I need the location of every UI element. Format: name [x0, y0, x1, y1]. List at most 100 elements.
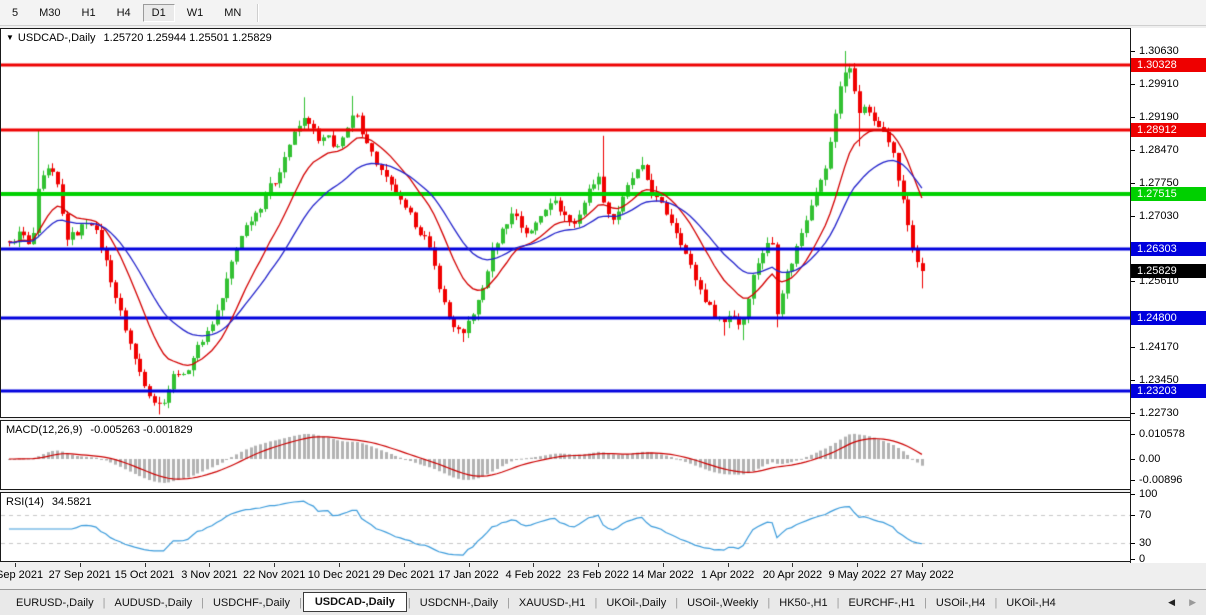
- toolbar-separator: [257, 3, 260, 22]
- timeframe-button-m30[interactable]: M30: [39, 6, 61, 19]
- tab-audusd-daily[interactable]: AUDUSD-,Daily: [114, 596, 193, 609]
- rsi-label: RSI(14) 34.5821: [6, 496, 92, 508]
- date-tick-mark: [533, 563, 535, 567]
- date-tick-label: 17 Jan 2022: [438, 569, 499, 581]
- tab-separator: |: [994, 596, 998, 609]
- tab-xauusd-h1[interactable]: XAUUSD-,H1: [518, 596, 586, 609]
- price-tick-mark: [1131, 281, 1135, 283]
- date-tick-mark: [922, 563, 923, 567]
- rsi-tick-mark: [1131, 543, 1135, 544]
- tab-separator: |: [201, 596, 204, 609]
- date-tick-label: 29 Dec 2021: [372, 569, 435, 581]
- date-tick-mark: [727, 563, 729, 567]
- macd-tick-mark: [1131, 480, 1135, 482]
- main-chart-panel[interactable]: ▼ USDCAD-,Daily 1.25720 1.25944 1.25501 1.…: [0, 28, 1131, 418]
- rsi-tick-label: 100: [1139, 488, 1158, 500]
- tab-separator: |: [675, 596, 679, 609]
- price-tick-mark: [1131, 182, 1135, 184]
- date-tick-mark: [274, 563, 276, 567]
- rsi-value: 34.5821: [51, 496, 92, 508]
- tab-usdcad-daily[interactable]: USDCAD-,Daily: [302, 591, 407, 612]
- timeframe-button-d1[interactable]: D1: [142, 3, 175, 22]
- tab-usdchf-daily[interactable]: USDCHF-,Daily: [212, 596, 290, 609]
- date-tick-mark: [79, 563, 81, 567]
- timeframe-button-mn[interactable]: MN: [224, 6, 242, 19]
- date-tick-mark: [403, 563, 405, 567]
- tab-separator: |: [102, 596, 106, 609]
- macd-indicator-panel[interactable]: MACD(12,26,9) -0.005263 -0.001829: [0, 420, 1131, 490]
- macd-name: MACD(12,26,9): [6, 424, 83, 436]
- price-tick-mark: [1131, 215, 1135, 217]
- rsi-tick-mark: [1131, 494, 1135, 495]
- level-price-marker: 1.24800: [1131, 311, 1206, 326]
- tab-hk50-h1[interactable]: HK50-,H1: [779, 596, 828, 609]
- date-tick-label: 27 Sep 2021: [48, 569, 111, 581]
- tab-scroll-right-icon[interactable]: ▶: [1189, 597, 1196, 607]
- tab-separator: |: [594, 596, 598, 609]
- date-tick-mark: [338, 563, 340, 567]
- date-tick-label: 15 Oct 2021: [114, 569, 175, 581]
- price-tick-mark: [1131, 413, 1135, 415]
- rsi-chart-canvas[interactable]: [1, 493, 1130, 561]
- date-tick-mark: [662, 563, 664, 567]
- date-tick-mark: [857, 563, 859, 567]
- tab-separator: |: [407, 596, 411, 609]
- price-tick-label: 1.25610: [1139, 275, 1179, 288]
- price-tick-label: 1.24170: [1139, 341, 1179, 354]
- timeframe-button-h1[interactable]: H1: [81, 6, 96, 19]
- level-price-marker: 1.23203: [1131, 384, 1206, 399]
- date-tick-label: 27 May 2022: [890, 569, 954, 581]
- price-tick-mark: [1131, 116, 1135, 118]
- rsi-name: RSI(14): [6, 496, 44, 508]
- level-price-marker: 1.30328: [1131, 57, 1206, 72]
- price-tick-label: 1.29910: [1139, 77, 1179, 90]
- macd-tick-label: 0.00: [1139, 453, 1161, 465]
- tab-separator: |: [298, 596, 302, 609]
- tab-eurchf-h1[interactable]: EURCHF-,H1: [848, 596, 916, 609]
- tab-separator: |: [507, 596, 510, 609]
- tab-separator: |: [924, 596, 927, 609]
- chart-ohlc-values: 1.25720 1.25944 1.25501 1.25829: [103, 32, 272, 44]
- date-tick-label: 23 Feb 2022: [567, 569, 629, 581]
- chart-tab-bar: EURUSD-,Daily | AUDUSD-,Daily | USDCHF-,Dail…: [0, 589, 1206, 615]
- macd-tick-label: -0.00896: [1139, 474, 1183, 487]
- price-tick-label: 1.22730: [1139, 407, 1179, 420]
- price-tick-label: 1.27030: [1139, 209, 1179, 222]
- macd-tick-mark: [1131, 459, 1135, 460]
- price-tick-mark: [1131, 50, 1135, 52]
- price-tick-label: 1.27750: [1139, 176, 1179, 189]
- tab-scroll-controls: ◀ ▶: [1168, 597, 1206, 608]
- tab-ukoil-h4[interactable]: UKOil-,H4: [1006, 596, 1056, 609]
- tab-usdcnh-daily[interactable]: USDCNH-,Daily: [419, 596, 498, 609]
- chart-dropdown-icon[interactable]: ▼: [6, 33, 14, 42]
- tab-scroll-left-icon[interactable]: ◀: [1168, 597, 1176, 607]
- level-price-marker: 1.26303: [1131, 242, 1206, 257]
- date-tick-label: 14 Mar 2022: [631, 569, 694, 581]
- date-tick-label: 10 Dec 2021: [307, 569, 371, 581]
- price-tick-label: 1.29190: [1139, 110, 1179, 123]
- macd-label: MACD(12,26,9) -0.005263 -0.001829: [6, 424, 193, 436]
- rsi-tick-mark: [1131, 559, 1135, 560]
- rsi-tick-mark: [1131, 515, 1135, 516]
- price-axis[interactable]: 1.30630 1.29910 1.29190 1.28470 1.27750 1.270…: [1130, 28, 1206, 565]
- rsi-indicator-panel[interactable]: RSI(14) 34.5821: [0, 492, 1131, 562]
- tab-ukoil-daily[interactable]: UKOil-,Daily: [606, 596, 667, 609]
- tab-separator: |: [836, 596, 840, 609]
- timeframe-button-w1[interactable]: W1: [186, 6, 204, 19]
- candlestick-chart-canvas[interactable]: [1, 29, 1130, 417]
- chart-symbol-label: USDCAD-,Daily: [17, 32, 96, 44]
- price-tick-mark: [1131, 380, 1135, 382]
- tab-usoil-h4[interactable]: USOil-,H4: [935, 596, 986, 609]
- date-tick-mark: [144, 563, 146, 567]
- date-tick-label: 8 Sep 2021: [0, 569, 44, 581]
- date-tick-label: 22 Nov 2021: [242, 569, 306, 581]
- current-price-marker: 1.25829: [1131, 264, 1206, 279]
- tab-eurusd-daily[interactable]: EURUSD-,Daily: [16, 596, 94, 609]
- macd-chart-canvas[interactable]: [1, 421, 1130, 489]
- tab-usoil-weekly[interactable]: USOil-,Weekly: [687, 596, 759, 609]
- date-tick-label: 1 Apr 2022: [701, 569, 755, 581]
- timeframe-button-5[interactable]: 5: [12, 6, 19, 19]
- timeframe-button-h4[interactable]: H4: [116, 6, 131, 19]
